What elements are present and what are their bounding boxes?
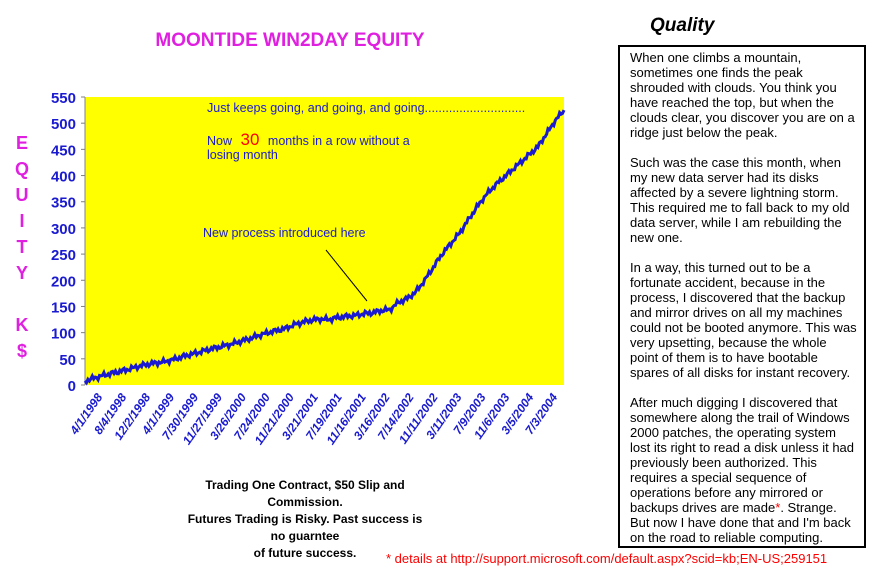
y-tick-label: 100: [51, 326, 76, 343]
annotation-months: Now 30 months in a row without a: [207, 130, 410, 149]
y-axis-label-letter: Y: [15, 263, 28, 283]
chart-title: MOONTIDE WIN2DAY EQUITY: [155, 30, 425, 51]
y-axis-label-letter: U: [15, 185, 29, 205]
y-tick-label: 400: [51, 169, 76, 186]
y-axis-label: E Q U I T Y K $: [8, 130, 36, 364]
y-axis-label-letter: T: [16, 237, 28, 257]
y-tick-label: 550: [51, 90, 76, 107]
annotation-now-prefix: Now: [207, 134, 233, 148]
footnote-asterisk: *: [775, 500, 781, 515]
y-tick-label: 200: [51, 273, 76, 290]
y-tick-label: 450: [51, 142, 76, 159]
disclaimer: Trading One Contract, $50 Slip and Commi…: [185, 477, 425, 562]
annotation-new-process: New process introduced here: [203, 226, 366, 240]
disclaimer-line: of future success.: [253, 546, 357, 560]
y-tick-label: 500: [51, 116, 76, 133]
y-axis-label-letter: K: [15, 315, 29, 335]
annotation-losing-month: losing month: [207, 148, 278, 162]
equity-series-line: [83, 109, 566, 386]
disclaimer-line: Futures Trading is Risky. Past success i…: [187, 512, 423, 543]
y-axis-label-letter: E: [15, 133, 28, 153]
panel-paragraph: In a way, this turned out to be a fortun…: [630, 260, 857, 380]
y-axis: 0 50 100 150 200 250 300 350 400 450 500 550: [51, 90, 86, 395]
plot-area: [85, 97, 564, 385]
y-tick-label: 50: [59, 352, 76, 369]
panel-paragraph: Such was the case this month, when my ne…: [630, 155, 850, 245]
panel-paragraph: After much digging I discovered that som…: [630, 395, 858, 545]
panel-paragraph: When one climbs a mountain, sometimes on…: [630, 50, 855, 140]
annotation-keeps-going: Just keeps going, and going, and going..…: [207, 101, 525, 115]
sidebar-heading: Quality: [650, 15, 715, 36]
panel-paragraph-text: After much digging I discovered that som…: [630, 395, 855, 515]
quality-text-panel: When one climbs a mountain, sometimes on…: [618, 45, 866, 548]
annotation-now-suffix: months in a row without a: [268, 134, 410, 148]
y-tick-label: 300: [51, 221, 76, 238]
y-tick-label: 150: [51, 299, 76, 316]
panel-paragraph-text: . Strange. But now I have done that and …: [630, 500, 851, 545]
x-axis: 4/1/19988/4/199812/2/19984/1/19997/30/19…: [67, 390, 561, 447]
y-axis-label-letter: I: [19, 211, 25, 231]
equity-chart: 0 50 100 150 200 250 300 350 400 450 500 550 4/1/19…: [51, 90, 566, 447]
y-tick-label: 0: [68, 378, 76, 395]
annotation-month-count: 30: [241, 130, 260, 149]
annotation-pointer-line: [325, 249, 368, 302]
details-footnote: * details at http://support.microsoft.co…: [386, 551, 828, 566]
y-tick-label: 250: [51, 247, 76, 264]
y-axis-label-letter: Q: [14, 159, 29, 179]
y-axis-label-letter: $: [16, 341, 27, 361]
disclaimer-line: Trading One Contract, $50 Slip and Commi…: [205, 478, 405, 509]
y-tick-label: 350: [51, 195, 76, 212]
